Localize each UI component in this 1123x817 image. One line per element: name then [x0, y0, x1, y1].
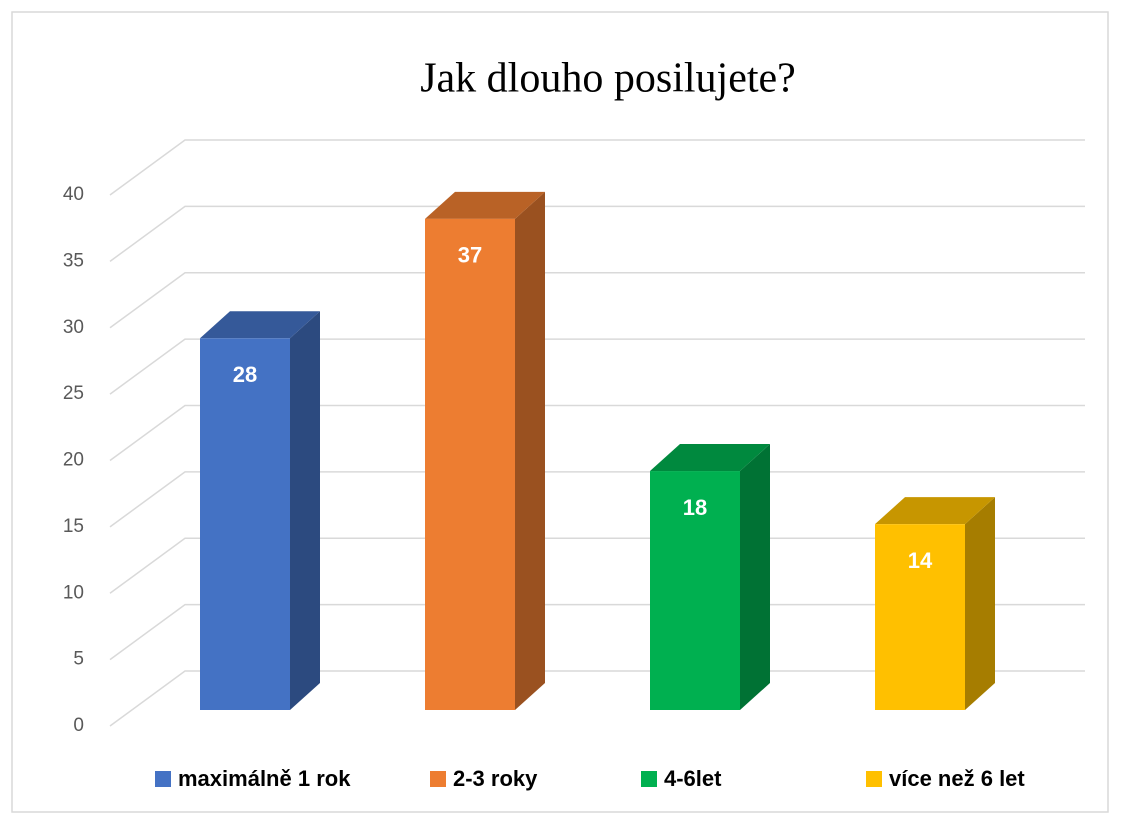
bar: [200, 338, 290, 710]
legend-swatch: [641, 771, 657, 787]
grid-line: [109, 139, 1085, 196]
bar-top: [425, 191, 545, 219]
bar-side: [515, 191, 545, 710]
bar: [650, 471, 740, 710]
y-tick-label: 10: [63, 582, 84, 603]
bar-top: [875, 497, 995, 525]
y-tick-label: 0: [73, 715, 84, 736]
y-tick-label: 35: [63, 250, 84, 271]
grid-line: [109, 404, 1085, 462]
grid-line: [109, 537, 1085, 594]
legend-swatch: [430, 771, 446, 787]
bar: [425, 218, 515, 710]
value-label: 37: [458, 243, 482, 268]
y-tick-label: 30: [63, 317, 84, 338]
bar-side: [740, 444, 770, 710]
chart-title: Jak dlouho posilujete?: [420, 56, 796, 102]
grid-line: [109, 670, 1085, 727]
value-label: 14: [908, 548, 933, 573]
legend-label: více než 6 let: [889, 766, 1025, 791]
value-label: 18: [683, 495, 707, 520]
grid-line: [109, 603, 1085, 661]
bar-side: [965, 497, 995, 710]
value-label: 28: [233, 362, 257, 387]
y-tick-label: 25: [63, 383, 84, 404]
y-tick-label: 20: [63, 450, 84, 471]
bar-side: [290, 311, 320, 710]
legend-swatch: [866, 771, 882, 787]
bar: [875, 524, 965, 710]
y-tick-label: 40: [63, 184, 84, 205]
legend-swatch: [155, 771, 171, 787]
grid-line: [109, 205, 1085, 262]
y-tick-label: 15: [63, 516, 84, 537]
grid-line: [109, 338, 1085, 395]
legend-label: maximálně 1 rok: [178, 766, 351, 791]
legend-label: 2-3 roky: [453, 766, 538, 791]
bar-top: [650, 444, 770, 472]
y-tick-label: 5: [73, 649, 84, 670]
bar-top: [200, 311, 320, 339]
legend-label: 4-6let: [664, 766, 722, 791]
grid-line: [109, 471, 1085, 528]
grid-line: [109, 272, 1085, 329]
